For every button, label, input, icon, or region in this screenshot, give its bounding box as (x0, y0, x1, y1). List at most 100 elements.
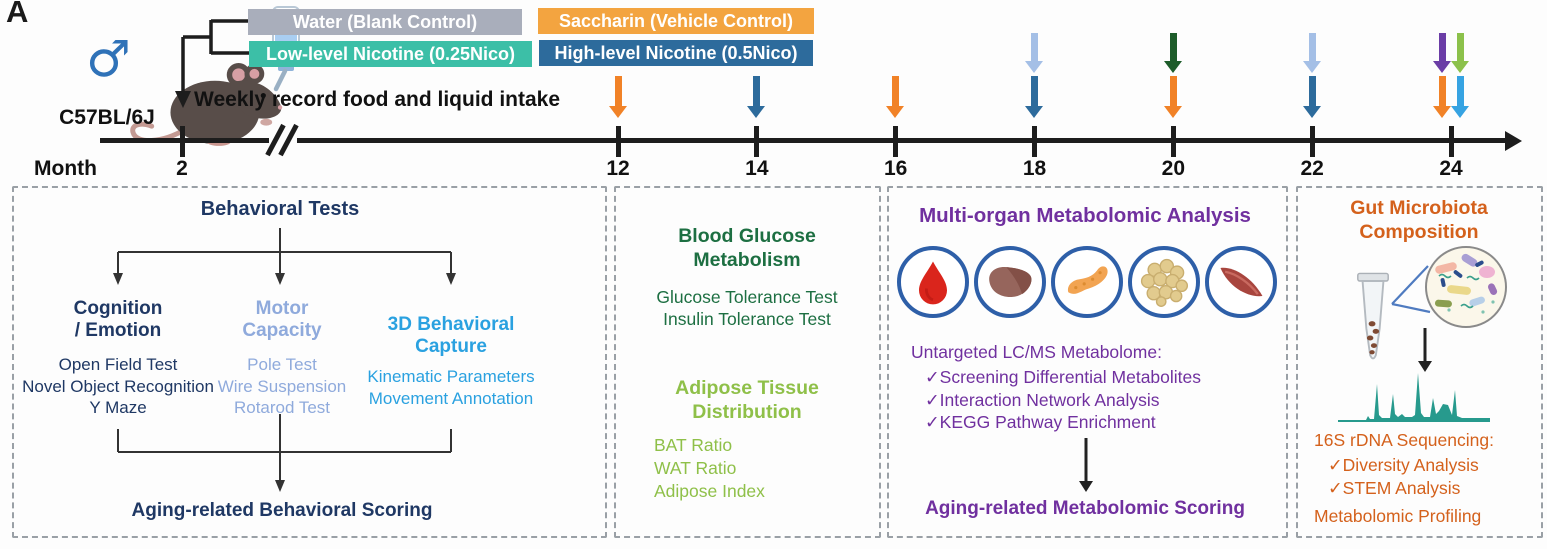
adipose-tissue-organ-icon (1128, 246, 1200, 318)
adipose-metric-item: WAT Ratio (654, 458, 737, 478)
behavioral-test-item: Movement Annotation (368, 388, 534, 408)
metabolomic-title: Multi-organ Metabolomic Analysis (919, 204, 1251, 227)
title-line: Adipose Tissue (675, 377, 819, 399)
adipose-metric-item: Adipose Index (654, 481, 765, 501)
treatment-arrow-steel_blue (1025, 76, 1044, 118)
microbiota-check-item: ✓Diversity Analysis (1328, 455, 1479, 475)
timeline-month-label: 20 (1161, 157, 1186, 180)
treatment-arrow-orange (1163, 76, 1183, 118)
timeline-tick (179, 126, 185, 157)
column-header-line: Capacity (242, 320, 322, 341)
treatment-arrow-dark_green (1163, 33, 1183, 73)
metabolomic-checklist: ✓Screening Differential Metabolites ✓Inte… (925, 366, 1201, 434)
title-line: Metabolism (693, 249, 801, 271)
pancreas-organ-icon (1051, 246, 1123, 318)
timeline-tick (1032, 126, 1038, 157)
behavioral-result: Aging-related Behavioral Scoring (131, 500, 433, 521)
treatment-arrow-orange (886, 76, 905, 118)
sample-tube-icon (1354, 270, 1392, 368)
organ-icon-row (897, 246, 1277, 318)
timeline-month-label: 22 (1300, 157, 1324, 180)
timeline-month-label: 24 (1439, 157, 1463, 180)
glucose-tests: Glucose Tolerance Test Insulin Tolerance … (656, 286, 837, 330)
timeline-month-label: 18 (1022, 157, 1047, 180)
column-header-line: Motor (255, 298, 309, 319)
magnifier-cone-lines (1391, 265, 1431, 314)
metabolomic-check-item: ✓Interaction Network Analysis (925, 389, 1160, 410)
bacteria-magnifier-icon (1425, 246, 1507, 328)
behavioral-tests-box: Behavioral Tests Cognition / Emotion Ope… (12, 186, 607, 538)
treatment-arrow-orange (1432, 76, 1452, 118)
legend-saccharin: Saccharin (Vehicle Control) (538, 8, 814, 34)
adipose-metrics: BAT Ratio WAT Ratio Adipose Index (654, 434, 765, 503)
column-header-line: Cognition (73, 298, 163, 319)
lcms-subtitle: Untargeted LC/MS Metabolome: (911, 342, 1162, 362)
behavioral-title: Behavioral Tests (200, 198, 360, 220)
behavioral-test-item: Kinematic Parameters (367, 367, 535, 386)
metabolomic-check-item: ✓KEGG Pathway Enrichment (925, 412, 1156, 432)
title-line: Blood Glucose (678, 225, 816, 247)
timeline-layer: 2 12 14 16 18 20 22 24 (0, 0, 1547, 185)
column-header: Motor Capacity (218, 298, 347, 342)
microbiota-checklist: ✓Diversity Analysis ✓STEM Analysis (1328, 454, 1479, 499)
sequencing-peaks-icon (1338, 370, 1490, 424)
behavioral-branch-lines (113, 228, 456, 492)
timeline-tick (754, 126, 760, 157)
timeline-tick (893, 126, 899, 157)
behavioral-test-item: Wire Suspension (217, 376, 347, 396)
timeline-month-label: 14 (745, 157, 769, 180)
treatment-arrow-yellow_green (1450, 33, 1470, 73)
metabolomic-analysis-box: Multi-organ Metabolomic Analysis Untarge… (887, 186, 1288, 538)
title-line: Gut Microbiota (1350, 197, 1488, 219)
title-line: Composition (1359, 221, 1479, 243)
microbiota-title: Gut Microbiota Composition (1350, 196, 1488, 244)
blood-glucose-title: Blood Glucose Metabolism (678, 224, 816, 272)
adipose-metric-item: BAT Ratio (654, 435, 733, 455)
down-arrow-icon (1418, 328, 1432, 372)
glucose-test-item: Insulin Tolerance Test (663, 309, 831, 329)
legend-low-nicotine: Low-level Nicotine (0.25Nico) (249, 41, 532, 67)
treatment-arrow-purple (1432, 33, 1452, 73)
timeline-axis (100, 138, 1508, 143)
microbiota-check-item: ✓STEM Analysis (1328, 477, 1461, 498)
treatment-arrow-orange (608, 76, 628, 118)
group-bracket-lines (175, 19, 249, 108)
column-header-line: / Emotion (74, 320, 162, 341)
timeline-month-label: 2 (176, 157, 188, 180)
timeline-month-label: 16 (883, 157, 908, 180)
column-header-line: Capture (415, 336, 487, 357)
behavioral-test-item: Rotarod Test (233, 398, 331, 417)
gut-microbiota-box: Gut Microbiota Composition (1296, 186, 1543, 538)
mouse-icon (128, 53, 286, 147)
behavioral-test-item: Y Maze (89, 398, 147, 417)
behavioral-test-item: Open Field Test (58, 355, 178, 374)
liver-organ-icon (974, 246, 1046, 318)
treatment-arrow-steel_blue (1302, 76, 1322, 118)
metabolomic-check-item: ✓Screening Differential Metabolites (925, 367, 1202, 387)
column-header: Cognition / Emotion (22, 298, 214, 342)
timeline-tick (1309, 126, 1315, 157)
timeline-arrowhead-icon (1505, 131, 1522, 151)
timeline-month-label: 12 (606, 157, 630, 180)
panel-letter: A (6, 0, 29, 29)
behavioral-test-item: Novel Object Recognition (22, 376, 214, 396)
timeline-axis-label: Month (34, 157, 97, 180)
sequencing-subtitle: 16S rDNA Sequencing: (1314, 430, 1494, 450)
treatment-arrow-light_blue (1302, 33, 1322, 73)
adipose-title: Adipose Tissue Distribution (675, 376, 819, 424)
male-symbol-icon: ♂ (86, 30, 131, 88)
behavioral-column-motor: Motor Capacity Pole Test Wire Suspension R… (218, 298, 347, 419)
behavioral-test-item: Pole Test (247, 355, 317, 374)
legend-high-nicotine: High-level Nicotine (0.5Nico) (539, 40, 813, 66)
treatment-arrow-light_blue (1025, 33, 1044, 73)
blood-organ-icon (897, 246, 969, 318)
timeline-tick (1448, 126, 1454, 157)
title-line: Distribution (692, 401, 802, 423)
column-header: 3D Behavioral Capture (367, 314, 534, 358)
muscle-organ-icon (1205, 246, 1277, 318)
weekly-record-note: Weekly record food and liquid intake (194, 88, 561, 111)
microbiota-footer: Metabolomic Profiling (1314, 506, 1482, 526)
metabolomic-result: Aging-related Metabolomic Scoring (925, 498, 1245, 519)
strain-label: C57BL/6J (59, 106, 155, 129)
